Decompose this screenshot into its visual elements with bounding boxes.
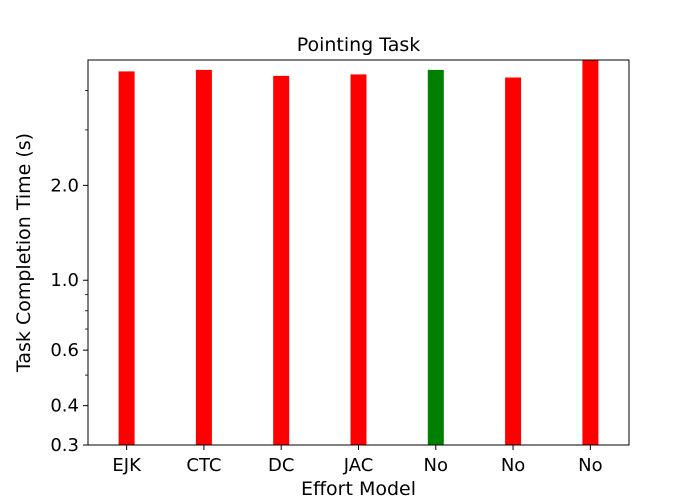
- bars-group: [118, 60, 599, 446]
- y-axis-label: Task Completion Time (s): [13, 133, 35, 373]
- x-tick-label-6: No: [501, 455, 525, 476]
- bar-6: [505, 77, 522, 445]
- bar-4: [350, 74, 367, 446]
- x-tick-label-3: DC: [268, 455, 294, 476]
- x-tick-label-4: JAC: [343, 455, 374, 476]
- bar-7: [582, 60, 599, 445]
- x-tick-label-7: No: [578, 455, 602, 476]
- x-axis: EJK CTC DC JAC No No No: [112, 445, 603, 476]
- y-tick-label-4: 1.0: [50, 270, 79, 291]
- y-tick-label-2: 0.4: [50, 396, 79, 417]
- bar-1: [118, 71, 135, 446]
- bar-5: [427, 69, 444, 446]
- bar-3: [273, 75, 290, 446]
- x-tick-label-2: CTC: [186, 455, 221, 476]
- y-tick-label-3: 0.6: [50, 340, 79, 361]
- plot-frame: [87, 59, 630, 446]
- x-tick-label-1: EJK: [112, 455, 142, 476]
- x-axis-label: Effort Model: [301, 478, 416, 500]
- y-tick-label-5: 2.0: [50, 175, 79, 196]
- y-axis: 0.3 0.4 0.6 1.0 2.0: [50, 90, 88, 456]
- chart-title: Pointing Task: [297, 34, 421, 56]
- bar-2: [195, 69, 212, 446]
- y-tick-label-1: 0.3: [50, 435, 79, 456]
- x-tick-label-5: No: [424, 455, 448, 476]
